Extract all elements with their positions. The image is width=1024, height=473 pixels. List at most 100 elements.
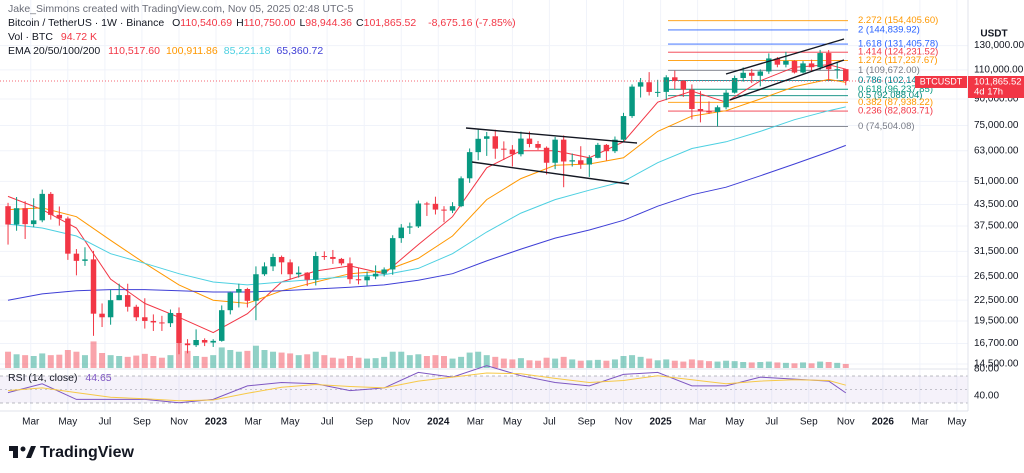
candle-body (90, 259, 97, 314)
volume-bar (569, 359, 576, 368)
candle-body (142, 317, 148, 321)
volume-bar (740, 362, 747, 368)
grid (0, 0, 968, 411)
y-tick-label: 63,000.00 (974, 145, 1019, 156)
candle-body (210, 340, 216, 343)
trend-line (471, 161, 630, 185)
x-tick-label: Sep (133, 417, 151, 428)
volume-bar (116, 356, 123, 368)
ohlc-value: 110,540.69 (180, 17, 233, 29)
symbol-tag-bg (915, 76, 967, 88)
volume-bar (842, 363, 849, 368)
candle-body (501, 148, 507, 150)
candle-body (133, 306, 139, 318)
x-tick-label: Nov (837, 417, 855, 428)
x-tick-label: Sep (578, 417, 596, 428)
candle-body (355, 279, 362, 281)
ema-values: 110,517.60 100,911.86 85,221.18 65,360.72 (108, 45, 329, 57)
volume-bar (13, 354, 20, 368)
volume-bar (432, 355, 439, 368)
candle-body (748, 72, 755, 76)
candle-body (5, 206, 11, 225)
candle-body (304, 272, 310, 280)
y-tick-label: 26,500.00 (974, 271, 1019, 282)
rsi-pane: 80.00 40.00 (7, 364, 999, 404)
candle-body (364, 276, 370, 281)
candle-body (176, 312, 182, 344)
candle-body (791, 60, 798, 73)
x-tick-label: May (281, 417, 300, 428)
ohlc-key: H (236, 17, 244, 29)
candle-body (13, 208, 20, 225)
rsi-label: RSI (14, close) (8, 372, 78, 384)
x-tick-label: May (503, 417, 522, 428)
volume-bar (338, 358, 345, 368)
candle-body (672, 77, 678, 81)
ema-lines (7, 64, 846, 334)
candle-body (30, 220, 37, 225)
x-tick-label: Mar (22, 417, 40, 428)
volume-bar (107, 355, 114, 368)
candle-body (415, 203, 422, 227)
candle-body (124, 295, 131, 307)
volume-bar (355, 357, 362, 368)
candle-body (484, 136, 490, 139)
candle-body (407, 226, 413, 228)
candle-body (731, 77, 738, 93)
candle-body (723, 92, 729, 108)
volume-bar (415, 354, 422, 368)
volume-bar (398, 351, 405, 368)
attribution: Jake_Simmons created with TradingView.co… (8, 3, 354, 15)
fib-label: 1 (109,672.00) (858, 65, 920, 76)
price-tag-bg (968, 76, 1024, 98)
volume-bar (834, 362, 841, 368)
x-tick-label: Nov (615, 417, 633, 428)
ohlc: O110,540.69 H110,750.00 L98,944.36 C101,865… (172, 17, 420, 29)
volume-bar (517, 358, 524, 368)
candle-body (424, 203, 430, 205)
volume-bar (475, 351, 482, 368)
candle-body (107, 300, 114, 318)
volume-bar (671, 360, 678, 368)
candle-body (543, 147, 550, 163)
candle-body (99, 313, 105, 318)
y-tick-label: 16,700.00 (974, 338, 1019, 349)
volume-bar (184, 350, 191, 368)
volume-bar (287, 353, 294, 368)
fib-label: 0.5 (92,088.04) (858, 90, 922, 101)
volume-bar (688, 359, 695, 368)
candle-body (56, 214, 63, 219)
ohlc-key: C (356, 17, 364, 29)
ohlc-item: O110,540.69 (172, 17, 232, 29)
candle-body (817, 53, 823, 68)
rsi-value: 44.65 (85, 372, 112, 384)
candle-body (526, 138, 533, 144)
candle-body (680, 80, 687, 90)
x-tick-label: Mar (689, 417, 707, 428)
volume-label: Vol · BTC (8, 31, 53, 43)
volume-bar (500, 358, 507, 368)
candle-body (654, 91, 661, 93)
symbol-row: Bitcoin / TetherUS · 1W · Binance O110,5… (8, 17, 521, 29)
volume-value: 94.72 K (60, 31, 98, 43)
volume-bar (637, 356, 644, 368)
candle-body (774, 58, 781, 65)
change: -8,675.16 (-7.85%) (428, 17, 516, 29)
candle-body (518, 138, 524, 155)
volume-bar (449, 358, 456, 368)
ohlc-key: L (299, 17, 306, 29)
ema-line (7, 78, 846, 304)
candle-body (620, 116, 627, 140)
volume-bar (261, 350, 268, 368)
candle-body (697, 108, 704, 112)
ohlc-item: L98,944.36 (299, 17, 352, 29)
candle-body (236, 289, 242, 293)
volume-bar (620, 356, 627, 368)
rsi-line (7, 365, 847, 404)
rsi-tick-label: 80.00 (974, 364, 999, 375)
candle-body (338, 258, 345, 264)
y-tick-label: 19,500.00 (974, 316, 1019, 327)
volume-bar (90, 341, 97, 368)
x-tick-label: May (725, 417, 744, 428)
volume-bar (774, 362, 781, 368)
